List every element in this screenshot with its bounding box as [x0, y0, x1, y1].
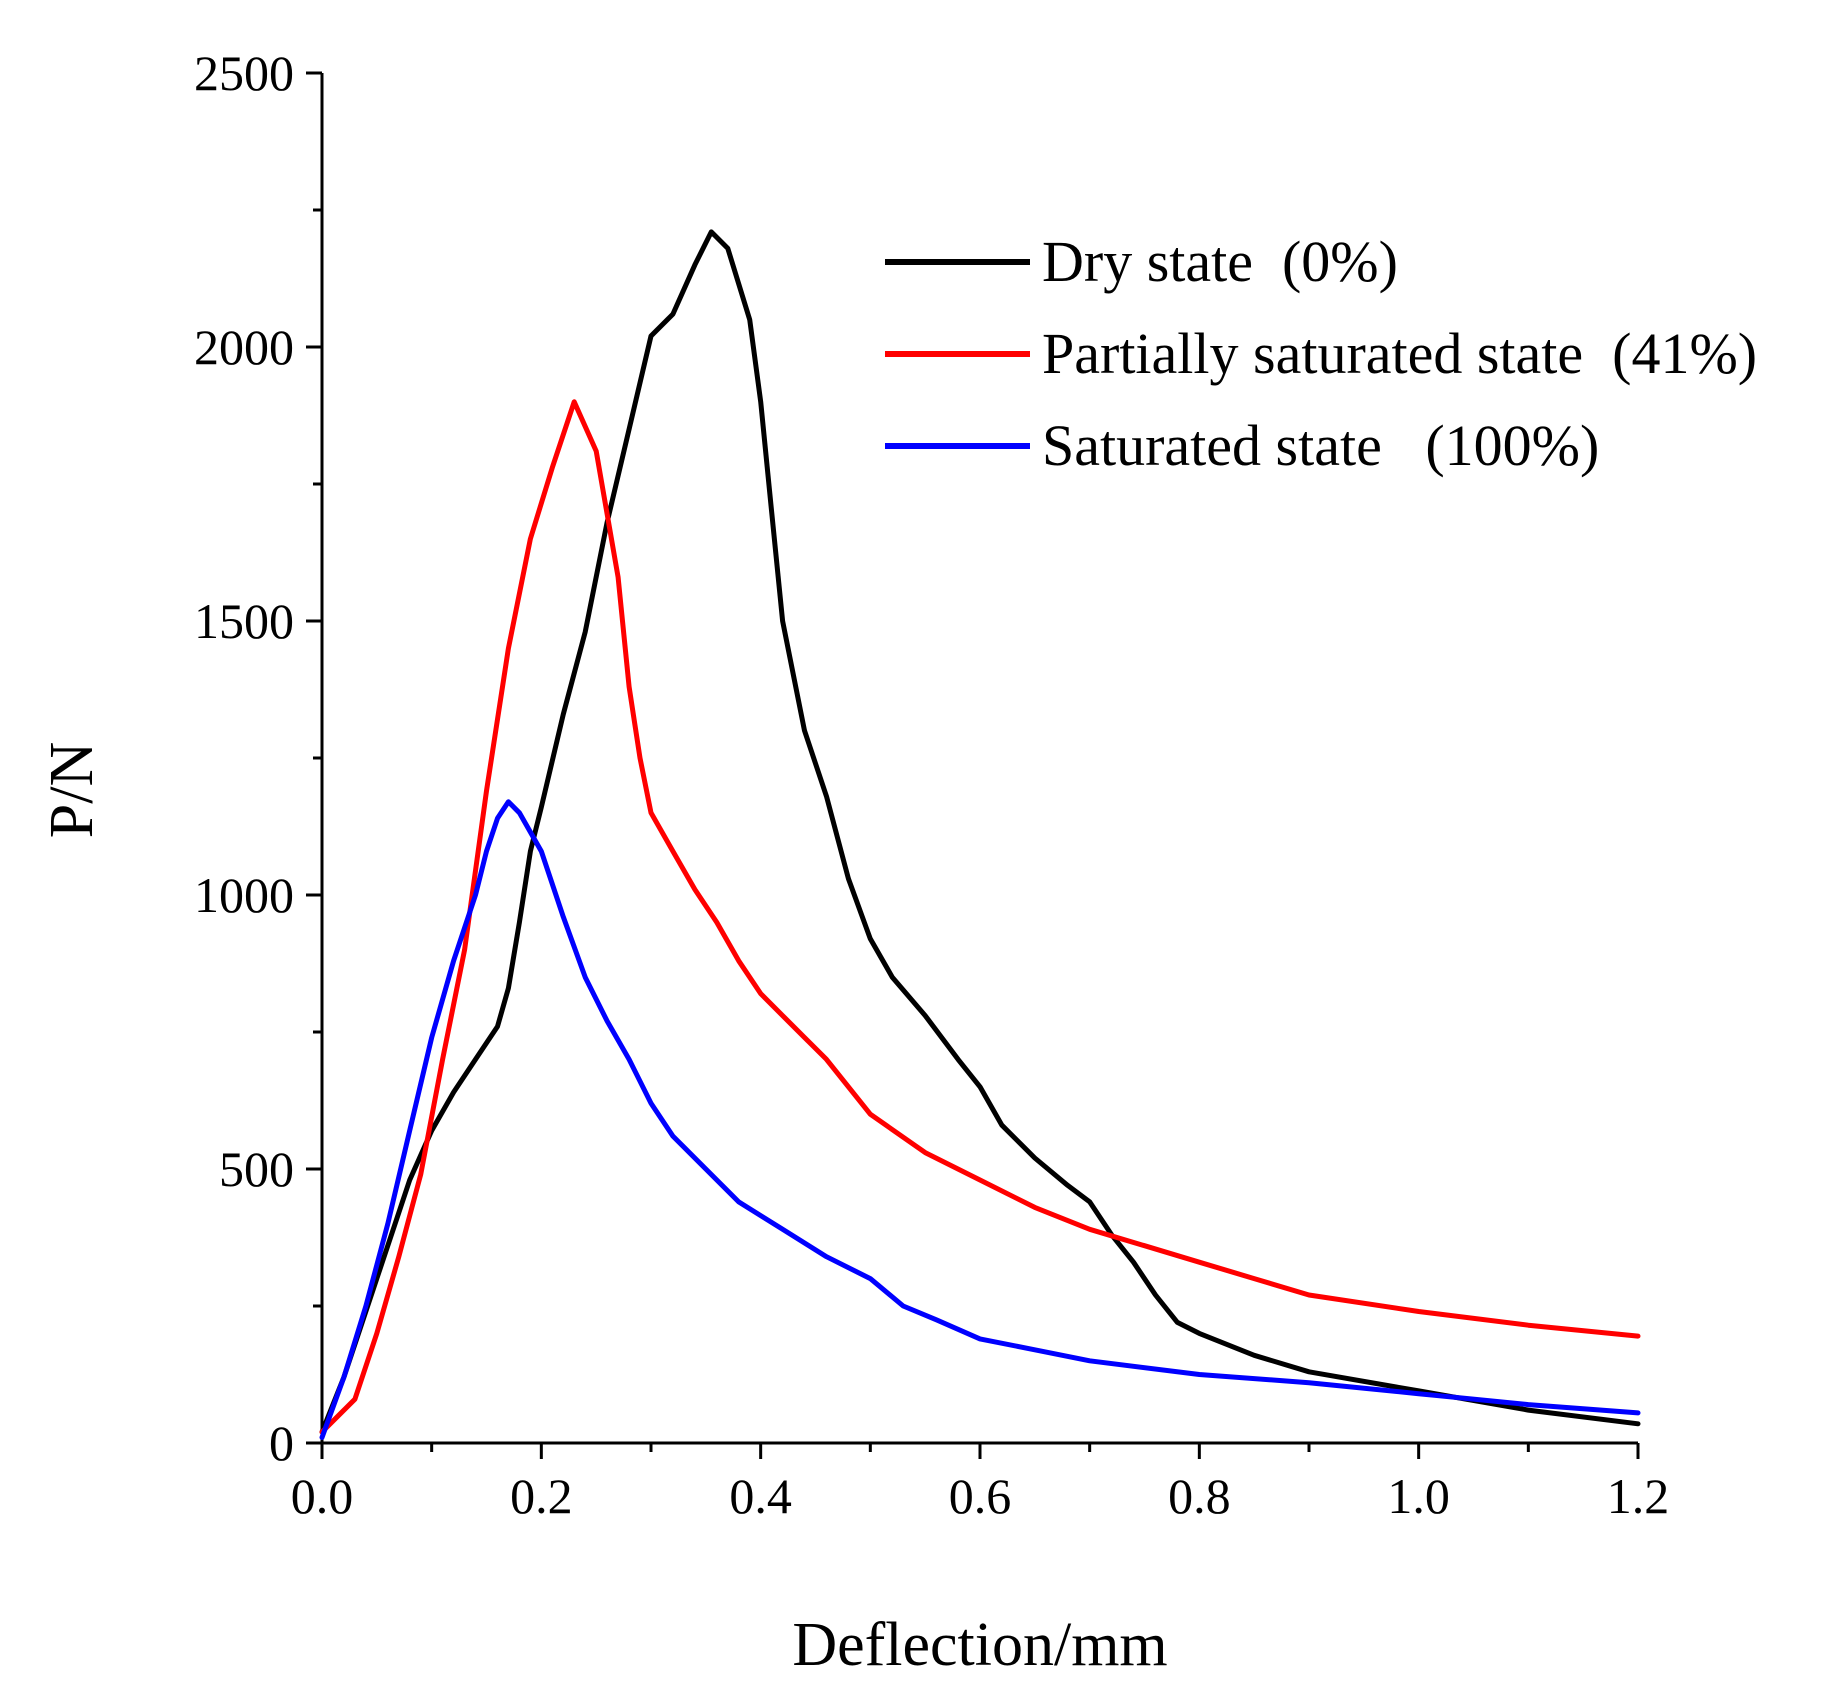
y-tick-label: 2000: [194, 319, 294, 375]
dry-state-line: [319, 229, 1641, 1435]
saturated-state-line: [319, 799, 1641, 1440]
x-tick-label: 0.6: [949, 1468, 1012, 1524]
x-tick-label: 1.2: [1607, 1468, 1670, 1524]
legend-label-saturated-state: Saturated state (100%): [1042, 413, 1599, 478]
y-tick-label: 1500: [194, 593, 294, 649]
x-axis-ticks: 0.0 0.2 0.4 0.6 0.8 1.0 1.2: [291, 1443, 1670, 1524]
x-tick-label: 0.8: [1168, 1468, 1231, 1524]
y-axis-ticks: 0 500 1000 1500 2000 2500: [194, 45, 322, 1471]
x-tick-label: 0.0: [291, 1468, 354, 1524]
y-tick-label: 0: [269, 1415, 294, 1471]
plot-area: 0.0 0.2 0.4 0.6 0.8 1.0 1.2 0 500 1000 1500 2000 25…: [194, 45, 1669, 1524]
y-tick-label: 500: [219, 1141, 294, 1197]
x-tick-label: 0.2: [510, 1468, 573, 1524]
legend-label-partially-saturated-state: Partially saturated state (41%): [1042, 321, 1757, 386]
series-lines: [319, 229, 1641, 1440]
x-axis-title: Deflection/mm: [792, 1611, 1167, 1679]
y-tick-label: 1000: [194, 867, 294, 923]
legend: Dry state (0%) Partially saturated state …: [885, 229, 1757, 478]
x-tick-label: 1.0: [1387, 1468, 1450, 1524]
y-tick-label: 2500: [194, 45, 294, 101]
legend-label-dry-state: Dry state (0%): [1042, 229, 1398, 294]
x-tick-label: 0.4: [729, 1468, 792, 1524]
y-axis-title: P/N: [38, 742, 106, 838]
